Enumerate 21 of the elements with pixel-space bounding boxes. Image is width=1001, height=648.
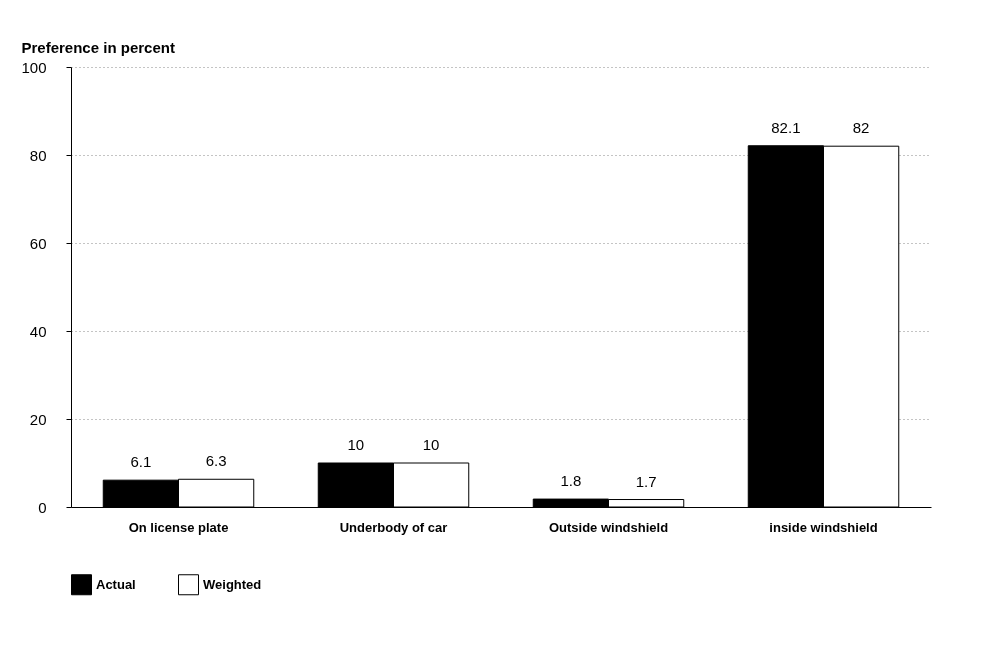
data-label: 1.8 [560,472,582,490]
x-tick-label: Outside windshield [548,519,669,535]
y-tick-label: 100 [21,58,47,76]
y-tick-label: 80 [29,146,47,164]
legend-label: Weighted [203,576,262,592]
data-label: 6.1 [130,453,152,471]
y-tick-label: 60 [29,234,47,252]
data-label: 10 [422,436,440,453]
data-label: 1.7 [635,472,657,490]
data-label: 82 [852,119,870,137]
y-tick-label: 0 [38,498,47,516]
y-tick-label: 40 [29,322,47,340]
y-tick-label: 20 [29,410,47,428]
legend-label: Actual [96,576,136,592]
data-label: 82.1 [771,118,801,136]
x-tick-label: inside windshield [769,519,878,535]
x-tick-label: Underbody of car [339,519,448,535]
y-axis-title: Preference in percent [21,38,175,56]
x-tick-label: On license plate [128,519,229,535]
data-label: 6.3 [205,452,227,470]
data-label: 10 [347,436,365,453]
